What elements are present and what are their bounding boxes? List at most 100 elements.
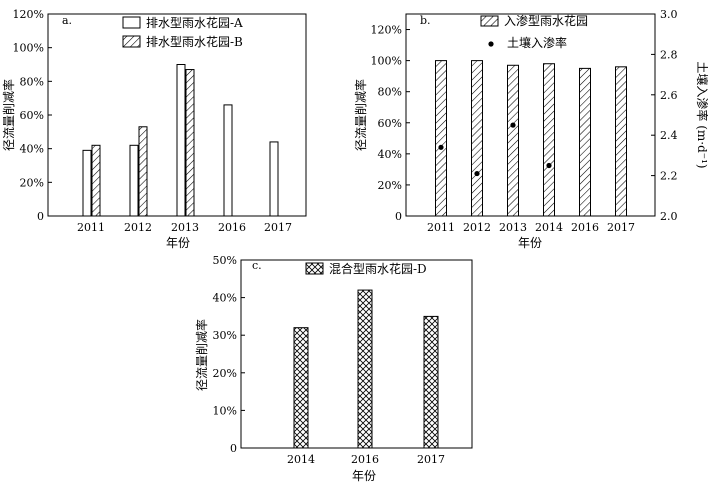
- x-tick-label: 2016: [218, 221, 246, 234]
- x-tick-label: 2014: [287, 453, 315, 466]
- panel-label: b.: [420, 14, 431, 27]
- bars: [82, 64, 279, 217]
- y-tick-label: 80%: [378, 86, 402, 99]
- bar-diagonal: [507, 64, 519, 217]
- y-axis-ticks: 0 10% 20% 30% 40% 50%: [213, 254, 245, 455]
- bar-open: [269, 141, 279, 217]
- y-tick-label: 120%: [13, 8, 44, 21]
- x-tick-label: 2013: [171, 221, 199, 234]
- x-tick-label: 2016: [351, 453, 379, 466]
- legend: 混合型雨水花园-D: [305, 261, 427, 276]
- x-tick-label: 2016: [571, 221, 599, 234]
- bar-crosshatch: [293, 327, 309, 449]
- x-tick-label: 2011: [77, 221, 105, 234]
- x-tick-label: 2012: [463, 221, 491, 234]
- x-tick-label: 2011: [427, 221, 455, 234]
- legend-label-a: 排水型雨水花园-A: [146, 15, 243, 30]
- y-axis-ticks: 0 20% 40% 60% 80% 100% 120%: [13, 8, 52, 223]
- y2-tick-label: 2.0: [660, 210, 678, 223]
- y-tick-label: 0: [395, 210, 402, 223]
- y2-axis-ticks: 2.0 2.2 2.4 2.6 2.8 3.0: [651, 8, 678, 223]
- scatter-point: [546, 162, 552, 169]
- bar-diagonal: [138, 126, 148, 217]
- bar-diagonal: [435, 60, 447, 217]
- legend-swatch-a: [122, 16, 141, 29]
- y-axis-label: 径流量削减率: [1, 79, 16, 151]
- x-tick-label: 2014: [535, 221, 563, 234]
- y2-axis-label: 土壤入渗率 (m·d⁻¹): [695, 61, 708, 168]
- bars: [435, 60, 627, 217]
- scatter-point: [474, 170, 480, 177]
- y-tick-label: 20%: [20, 176, 44, 189]
- x-axis-ticks: 2011 2012 2013 2014 2016 2017: [427, 212, 635, 234]
- panel-label: c.: [252, 259, 262, 272]
- scatter-point: [510, 122, 516, 128]
- legend-swatch-b: [122, 35, 141, 48]
- bar-open: [129, 144, 139, 217]
- plot-frame: [240, 259, 473, 449]
- legend-label-d: 混合型雨水花园-D: [329, 261, 427, 276]
- y-tick-label: 60%: [20, 109, 44, 122]
- x-tick-label: 2017: [417, 453, 445, 466]
- bar-crosshatch: [357, 289, 373, 449]
- y2-tick-label: 2.8: [660, 48, 678, 61]
- y2-tick-label: 3.0: [660, 8, 678, 21]
- y-tick-label: 60%: [378, 117, 402, 130]
- bar-diagonal: [471, 60, 483, 217]
- legend-swatch-d: [305, 262, 324, 275]
- legend: 排水型雨水花园-A 排水型雨水花园-B: [122, 15, 243, 49]
- y-tick-label: 30%: [213, 329, 237, 342]
- y-tick-label: 40%: [378, 148, 402, 161]
- x-tick-label: 2017: [607, 221, 635, 234]
- panel-label: a.: [62, 14, 72, 27]
- y-tick-label: 120%: [371, 24, 402, 37]
- y-tick-label: 100%: [371, 55, 402, 68]
- bar-diagonal: [185, 69, 195, 217]
- y2-tick-label: 2.6: [660, 89, 678, 102]
- y2-tick-label: 2.4: [660, 129, 678, 142]
- x-axis-label: 年份: [352, 469, 376, 483]
- y-tick-label: 0: [230, 442, 237, 455]
- y2-tick-label: 2.2: [660, 170, 678, 183]
- y-tick-label: 20%: [378, 179, 402, 192]
- x-axis-ticks: 2011 2012 2013 2016 2017: [77, 221, 292, 234]
- bar-diagonal: [579, 67, 591, 217]
- legend-marker-dot: [488, 41, 494, 47]
- legend-swatch-bar: [480, 15, 499, 27]
- bar-open: [82, 149, 92, 217]
- y-tick-label: 0: [37, 210, 44, 223]
- x-axis-ticks: 2014 2016 2017: [287, 444, 445, 466]
- y-tick-label: 10%: [213, 404, 237, 417]
- y-tick-label: 40%: [20, 143, 44, 156]
- bar-diagonal: [91, 144, 101, 217]
- x-axis-label: 年份: [166, 236, 190, 250]
- y-tick-label: 50%: [213, 254, 237, 267]
- y-tick-label: 100%: [13, 42, 44, 55]
- legend-label-b: 排水型雨水花园-B: [146, 34, 243, 49]
- y-tick-label: 40%: [213, 292, 237, 305]
- y-axis-label: 径流量削减率: [353, 79, 368, 151]
- x-tick-label: 2013: [499, 221, 527, 234]
- bar-crosshatch: [423, 315, 439, 449]
- scatter-points: [438, 122, 552, 177]
- bars: [293, 289, 439, 449]
- y-axis-label: 径流量削减率: [194, 319, 209, 391]
- chart-panel-b: b. 0 20% 40% 60% 80% 100% 120% 2.0 2.2 2.4 2.6 2.8…: [353, 8, 708, 250]
- bar-open: [223, 104, 233, 217]
- bar-diagonal: [543, 63, 555, 217]
- legend-label-bar: 入渗型雨水花园: [504, 13, 588, 28]
- bar-open: [176, 64, 186, 217]
- bar-diagonal: [615, 66, 627, 217]
- chart-panel-a: a. 020%40%60%80%100%120% 2011 2012 2013 201…: [1, 8, 307, 250]
- y-axis-ticks: 0 20% 40% 60% 80% 100% 120%: [371, 24, 410, 223]
- legend-label-dot: 土壤入渗率: [507, 35, 567, 50]
- y-tick-label: 20%: [213, 367, 237, 380]
- y-tick-label: 80%: [20, 75, 44, 88]
- scatter-point: [438, 144, 444, 150]
- legend: 入渗型雨水花园 土壤入渗率: [480, 13, 588, 50]
- x-tick-label: 2017: [264, 221, 292, 234]
- chart-panel-c: c. 0 10% 20% 30% 40% 50% 2014 2016 2017 年份 径流量削…: [194, 254, 473, 483]
- x-tick-label: 2012: [124, 221, 152, 234]
- x-axis-label: 年份: [518, 236, 542, 250]
